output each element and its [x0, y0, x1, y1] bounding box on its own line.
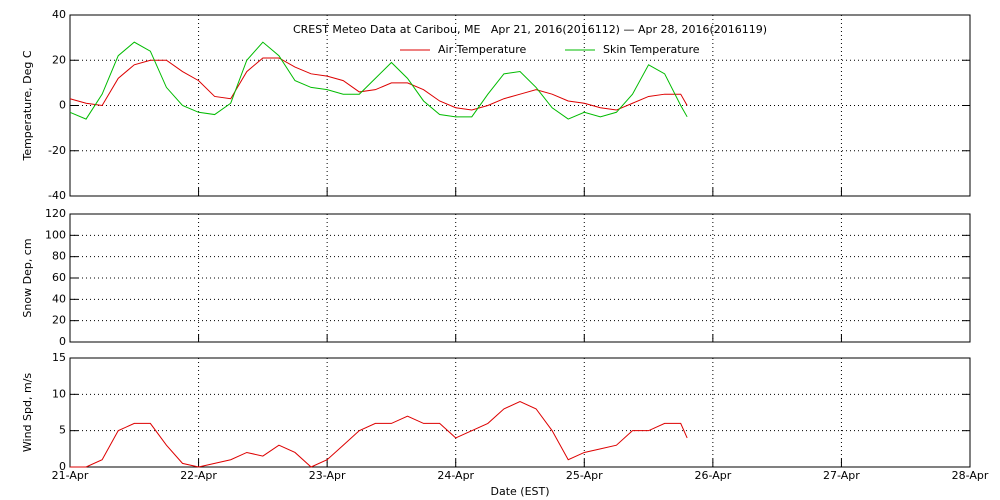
y-axis-label: Wind Spd, m/s [21, 373, 34, 453]
x-tick-label: 22-Apr [180, 469, 217, 482]
y-tick-label: 20 [52, 53, 66, 66]
data-line [70, 401, 688, 468]
y-tick-label: -40 [48, 189, 66, 202]
x-tick-label: 24-Apr [437, 469, 474, 482]
legend-label: Skin Temperature [603, 43, 700, 56]
x-tick-label: 23-Apr [309, 469, 346, 482]
x-axis-label: Date (EST) [490, 485, 549, 498]
y-axis-label: Temperature, Deg C [21, 50, 34, 161]
y-tick-label: 20 [52, 314, 66, 327]
x-tick-label: 26-Apr [694, 469, 731, 482]
x-tick-label: 25-Apr [566, 469, 603, 482]
y-tick-label: 100 [45, 228, 66, 241]
plot-frame [69, 357, 971, 468]
y-tick-label: 10 [52, 387, 66, 400]
y-tick-label: -20 [48, 144, 66, 157]
y-tick-label: 0 [59, 460, 66, 473]
y-tick-label: 0 [59, 335, 66, 348]
data-line [69, 41, 688, 120]
y-tick-label: 5 [59, 424, 66, 437]
x-tick-label: 27-Apr [823, 469, 860, 482]
y-tick-label: 80 [52, 250, 66, 263]
data-line [69, 57, 688, 111]
y-tick-label: 0 [59, 99, 66, 112]
y-tick-label: 40 [52, 8, 66, 21]
y-tick-label: 60 [52, 271, 66, 284]
x-tick-label: 28-Apr [952, 469, 989, 482]
y-tick-label: 120 [45, 207, 66, 220]
y-axis-label: Snow Dep, cm [21, 238, 34, 317]
y-tick-label: 15 [52, 351, 66, 364]
y-tick-label: 40 [52, 292, 66, 305]
legend-label: Air Temperature [438, 43, 527, 56]
x-tick-label: 21-Apr [52, 469, 89, 482]
chart-title: CREST Meteo Data at Caribou, ME Apr 21, … [293, 23, 767, 36]
